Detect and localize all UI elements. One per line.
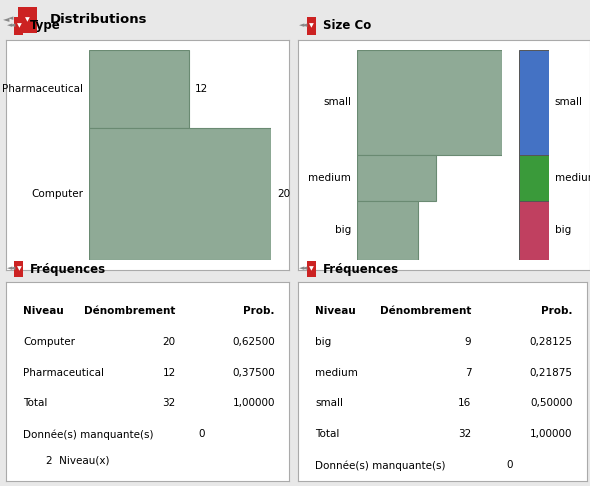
Text: small: small <box>315 399 343 408</box>
Text: ▼: ▼ <box>309 267 314 272</box>
FancyBboxPatch shape <box>18 7 37 33</box>
Text: 0: 0 <box>198 429 205 439</box>
Bar <box>519 201 549 260</box>
Text: 1,00000: 1,00000 <box>530 429 572 439</box>
Text: Pharmaceutical: Pharmaceutical <box>2 84 83 94</box>
Bar <box>88 50 189 128</box>
Text: 12: 12 <box>195 84 208 94</box>
Text: 16: 16 <box>458 399 471 408</box>
FancyBboxPatch shape <box>307 261 316 278</box>
Text: ▼: ▼ <box>25 17 30 22</box>
Text: 0,28125: 0,28125 <box>530 337 572 347</box>
Bar <box>357 155 437 201</box>
Text: Total: Total <box>23 399 47 408</box>
Text: 7: 7 <box>465 367 471 378</box>
Text: 2  Niveau(x): 2 Niveau(x) <box>45 455 109 466</box>
Text: ▼: ▼ <box>17 23 21 28</box>
Text: 32: 32 <box>458 429 471 439</box>
Text: small: small <box>323 97 351 107</box>
Text: ▼: ▼ <box>17 267 21 272</box>
Text: medium: medium <box>555 173 590 183</box>
Text: big: big <box>555 226 571 235</box>
FancyBboxPatch shape <box>14 17 24 35</box>
Text: 0: 0 <box>506 460 513 470</box>
Text: Niveau: Niveau <box>23 306 64 316</box>
Text: 0,50000: 0,50000 <box>530 399 572 408</box>
Text: ◄: ◄ <box>9 265 15 271</box>
Bar <box>88 128 271 260</box>
Bar <box>357 201 418 260</box>
Text: Niveau: Niveau <box>315 306 356 316</box>
Text: Type: Type <box>30 19 61 32</box>
Text: 32: 32 <box>163 399 176 408</box>
Text: small: small <box>555 97 582 107</box>
Text: Dénombrement: Dénombrement <box>380 306 471 316</box>
Text: 20: 20 <box>277 189 290 199</box>
Text: Size Co: Size Co <box>323 19 371 32</box>
Text: ◄: ◄ <box>7 265 13 271</box>
Text: Prob.: Prob. <box>541 306 572 316</box>
Text: Donnée(s) manquante(s): Donnée(s) manquante(s) <box>23 429 153 440</box>
FancyBboxPatch shape <box>307 17 316 35</box>
Text: Donnée(s) manquante(s): Donnée(s) manquante(s) <box>315 460 446 471</box>
Bar <box>519 155 549 201</box>
Text: Fréquences: Fréquences <box>30 263 106 276</box>
Bar <box>519 50 549 155</box>
Text: big: big <box>315 337 332 347</box>
Text: big: big <box>335 226 351 235</box>
Text: ◄: ◄ <box>9 22 15 28</box>
Text: medium: medium <box>309 173 351 183</box>
Text: Prob.: Prob. <box>244 306 275 316</box>
Text: 1,00000: 1,00000 <box>232 399 275 408</box>
Text: Computer: Computer <box>23 337 75 347</box>
Text: medium: medium <box>315 367 358 378</box>
Text: ◄: ◄ <box>3 14 9 23</box>
Text: Pharmaceutical: Pharmaceutical <box>23 367 104 378</box>
Text: ◄: ◄ <box>301 22 307 28</box>
FancyBboxPatch shape <box>14 261 24 278</box>
Text: 9: 9 <box>465 337 471 347</box>
Text: Fréquences: Fréquences <box>323 263 399 276</box>
Text: Total: Total <box>315 429 340 439</box>
Text: 20: 20 <box>163 337 176 347</box>
Text: 0,21875: 0,21875 <box>530 367 572 378</box>
Text: ◄: ◄ <box>301 265 307 271</box>
Text: Dénombrement: Dénombrement <box>84 306 176 316</box>
Text: ▼: ▼ <box>309 23 314 28</box>
Text: Distributions: Distributions <box>50 14 148 26</box>
Text: Computer: Computer <box>31 189 83 199</box>
Text: 12: 12 <box>163 367 176 378</box>
Text: ◄: ◄ <box>7 22 13 28</box>
Text: ◄: ◄ <box>8 16 13 21</box>
Bar <box>357 50 502 155</box>
Text: 0,62500: 0,62500 <box>232 337 275 347</box>
Text: ◄: ◄ <box>299 265 305 271</box>
Text: ◄: ◄ <box>299 22 305 28</box>
Text: 0,37500: 0,37500 <box>232 367 275 378</box>
